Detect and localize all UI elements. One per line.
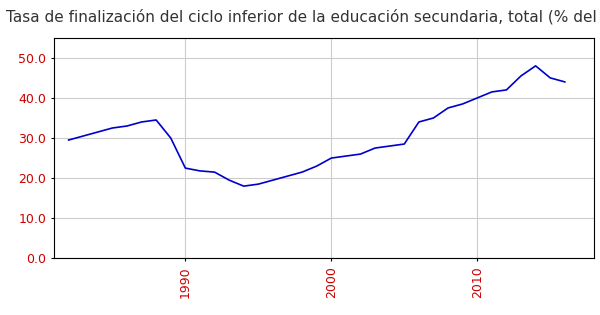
Text: Tasa de finalización del ciclo inferior de la educación secundaria, total (% del: Tasa de finalización del ciclo inferior … bbox=[6, 9, 600, 26]
